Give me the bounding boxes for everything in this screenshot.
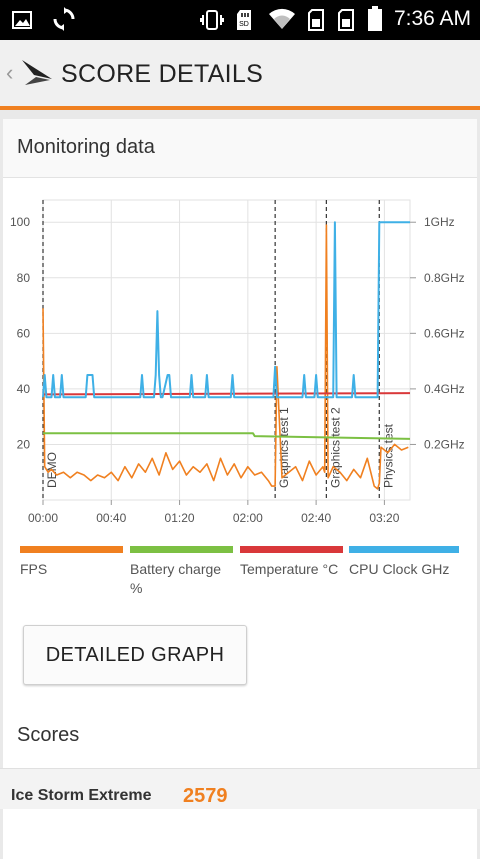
y-left-tick-label: 100 (10, 215, 30, 229)
y-right-tick-label: 0.4GHz (424, 382, 465, 396)
legend-item-fps: FPS (20, 546, 123, 579)
sd-card-icon: SD (236, 9, 252, 36)
monitoring-chart[interactable]: 00:00 00:40 01:20 02:00 02:40 03:20 20 40 60 80 10… (0, 190, 480, 530)
legend-item-temperature: Temperature °C (240, 546, 343, 579)
y-left-tick-label: 60 (17, 326, 31, 340)
monitoring-header: Monitoring data (3, 119, 477, 178)
scores-heading: Scores (17, 724, 80, 746)
gallery-icon (12, 11, 32, 34)
monitoring-heading: Monitoring data (17, 136, 155, 158)
x-tick-label: 00:00 (28, 511, 58, 525)
legend-label-temperature: Temperature °C (240, 561, 339, 577)
svg-text:SD: SD (239, 21, 249, 28)
back-icon[interactable]: ‹ (6, 60, 14, 85)
x-tick-label: 00:40 (96, 511, 126, 525)
status-time: 7:36 AM (393, 7, 471, 30)
fps-series-line (42, 224, 409, 490)
3dmark-logo-icon[interactable] (20, 57, 54, 92)
y-right-tick-label: 1GHz (424, 215, 455, 229)
score-name: Ice Storm Extreme (11, 787, 152, 804)
x-tick-label: 02:40 (301, 511, 331, 525)
y-left-tick-label: 20 (17, 437, 31, 451)
sync-icon (52, 7, 76, 36)
section-marker-label: Graphics test 2 (328, 407, 342, 488)
page-title: SCORE DETAILS (61, 60, 264, 88)
accent-divider (0, 106, 480, 110)
plot-frame (42, 199, 411, 501)
legend-swatch-fps (20, 546, 123, 553)
wifi-icon (268, 8, 296, 35)
x-tick-label: 01:20 (165, 511, 195, 525)
vibrate-icon (200, 10, 224, 35)
section-marker-label: Graphics test 1 (277, 407, 291, 488)
x-tick-label: 02:00 (233, 511, 263, 525)
status-bar: SD 7:36 AM (0, 0, 480, 40)
legend-swatch-battery (130, 546, 233, 553)
score-row[interactable]: Ice Storm Extreme 2579 (0, 768, 480, 809)
battery-series-line (43, 432, 411, 440)
y-right-tick-label: 0.6GHz (424, 326, 465, 340)
y-right-tick-label: 0.2GHz (424, 437, 465, 451)
legend-swatch-temperature (240, 546, 343, 553)
legend-item-battery: Battery charge % (130, 546, 233, 598)
legend-swatch-cpu (349, 546, 459, 553)
y-left-tick-label: 40 (17, 382, 31, 396)
legend-label-cpu: CPU Clock GHz (349, 561, 450, 577)
y-right-tick-label: 0.8GHz (424, 271, 465, 285)
legend-label-fps: FPS (20, 561, 48, 577)
x-tick-label: 03:20 (369, 511, 399, 525)
legend-label-battery: Battery charge % (130, 561, 222, 596)
app-bar: ‹ SCORE DETAILS (0, 40, 480, 106)
battery-icon (367, 6, 383, 37)
score-value: 2579 (183, 785, 228, 807)
temperature-series-line (42, 392, 411, 396)
monitoring-card: Monitoring data (3, 119, 477, 859)
cpu-clock-series-line (42, 221, 410, 399)
section-marker-label: Physics test (381, 423, 395, 488)
sim-two-icon (337, 9, 355, 36)
sim-one-icon (307, 9, 325, 36)
y-left-tick-label: 80 (17, 271, 31, 285)
detailed-graph-button[interactable]: DETAILED GRAPH (23, 625, 247, 685)
legend-item-cpu: CPU Clock GHz (349, 546, 459, 579)
